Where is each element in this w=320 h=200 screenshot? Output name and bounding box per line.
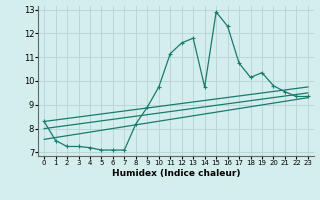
X-axis label: Humidex (Indice chaleur): Humidex (Indice chaleur): [112, 169, 240, 178]
